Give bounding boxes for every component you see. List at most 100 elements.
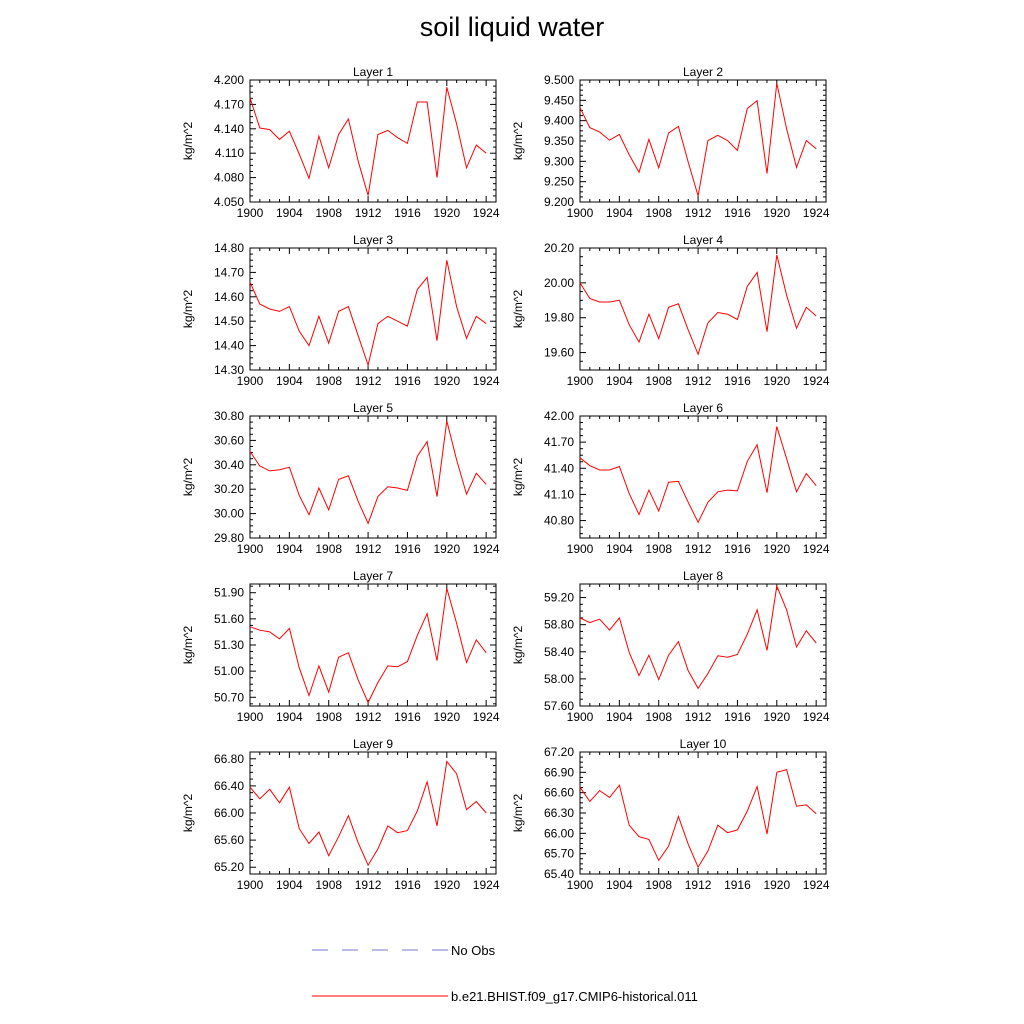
panel-9-plot-frame: [249, 751, 497, 875]
panel-10-ylabel: kg/m^2: [511, 794, 525, 833]
panel-10-ytick-label: 65.70: [544, 847, 574, 861]
panel-10-xtick-label: 1912: [685, 878, 712, 892]
panel-8-ytick-label: 58.00: [544, 672, 574, 686]
panel-3-series-line-1: [249, 260, 487, 367]
panel-10-ytick-label: 66.00: [544, 826, 574, 840]
panel-5-ylabel: kg/m^2: [181, 458, 195, 497]
panel-3-xtick-label: 1900: [237, 374, 264, 388]
panel-6-plot-frame: [579, 415, 827, 539]
panel-7-xtick-label: 1924: [473, 710, 500, 724]
panel-7-plot-frame: [249, 583, 497, 707]
panel-9-xtick-label: 1912: [355, 878, 382, 892]
panel-1-ytick-label: 4.140: [214, 122, 244, 136]
panel-4-xtick-label: 1904: [606, 374, 633, 388]
panel-1-ytick-label: 4.170: [214, 97, 244, 111]
panel-5-xtick-label: 1920: [433, 542, 460, 556]
panel-8-title: Layer 8: [683, 569, 723, 583]
panel-8-xtick-label: 1900: [567, 710, 594, 724]
panel-8-ylabel: kg/m^2: [511, 626, 525, 665]
panel-7-ylabel: kg/m^2: [181, 626, 195, 665]
panel-10-xtick-label: 1916: [724, 878, 751, 892]
panel-3-xtick-label: 1916: [394, 374, 421, 388]
panel-2-ytick-label: 9.400: [544, 114, 574, 128]
panel-8-xtick-label: 1916: [724, 710, 751, 724]
panel-5-xtick-label: 1904: [276, 542, 303, 556]
panel-9-ytick-label: 66.80: [214, 752, 244, 766]
panel-7-ytick-label: 51.00: [214, 664, 244, 678]
panel-4-ytick-label: 20.20: [544, 241, 574, 255]
panel-10-plot-frame: [579, 751, 827, 875]
panel-2-plot-frame: [579, 79, 827, 203]
panel-1-xtick-label: 1916: [394, 206, 421, 220]
panel-10-xtick-label: 1904: [606, 878, 633, 892]
panel-4-xtick-label: 1920: [763, 374, 790, 388]
panel-6-xtick-label: 1908: [645, 542, 672, 556]
panel-4-ylabel: kg/m^2: [511, 290, 525, 329]
panel-10-xtick-label: 1908: [645, 878, 672, 892]
panel-9-xtick-label: 1900: [237, 878, 264, 892]
panel-8-xtick-label: 1908: [645, 710, 672, 724]
panel-5-xtick-label: 1916: [394, 542, 421, 556]
panel-4-series-line-1: [579, 254, 817, 356]
panel-7-series-line-1: [249, 588, 487, 704]
panel-1-ylabel: kg/m^2: [181, 122, 195, 161]
panel-7-ytick-label: 51.30: [214, 638, 244, 652]
panel-3-xtick-label: 1904: [276, 374, 303, 388]
panel-7-xtick-label: 1916: [394, 710, 421, 724]
panel-3-ytick-label: 14.50: [214, 314, 244, 328]
panel-2-ytick-label: 9.450: [544, 93, 574, 107]
panel-4-xtick-label: 1924: [803, 374, 830, 388]
panel-6-ylabel: kg/m^2: [511, 458, 525, 497]
panel-10-xtick-label: 1900: [567, 878, 594, 892]
panel-6-ytick-label: 41.10: [544, 487, 574, 501]
panel-6-ytick-label: 42.00: [544, 409, 574, 423]
panel-2-xtick-label: 1920: [763, 206, 790, 220]
panel-1-plot-frame: [249, 79, 497, 203]
panel-4-ytick-label: 20.00: [544, 276, 574, 290]
panel-2-ytick-label: 9.500: [544, 73, 574, 87]
panel-10-ytick-label: 65.40: [544, 867, 574, 881]
panel-7-xtick-label: 1920: [433, 710, 460, 724]
panel-7-ytick-label: 50.70: [214, 690, 244, 704]
panel-3-ylabel: kg/m^2: [181, 290, 195, 329]
panel-8-series-line-1: [579, 584, 817, 690]
panel-5-ytick-label: 30.00: [214, 507, 244, 521]
panel-6-xtick-label: 1916: [724, 542, 751, 556]
panel-1-ytick-label: 4.050: [214, 195, 244, 209]
panel-3-xtick-label: 1924: [473, 374, 500, 388]
panel-8-ytick-label: 58.40: [544, 645, 574, 659]
panel-2-xtick-label: 1904: [606, 206, 633, 220]
panel-8-plot-frame: [579, 583, 827, 707]
panel-2-ytick-label: 9.350: [544, 134, 574, 148]
panel-4-xtick-label: 1916: [724, 374, 751, 388]
panel-2-series-line-1: [579, 83, 817, 197]
panel-5-xtick-label: 1900: [237, 542, 264, 556]
panel-5-title: Layer 5: [353, 401, 393, 415]
panel-7-xtick-label: 1908: [315, 710, 342, 724]
panel-1-xtick-label: 1912: [355, 206, 382, 220]
panel-8-xtick-label: 1924: [803, 710, 830, 724]
panel-8-ytick-label: 57.60: [544, 699, 574, 713]
panel-6-ytick-label: 41.70: [544, 435, 574, 449]
panel-3-xtick-label: 1912: [355, 374, 382, 388]
panel-1-xtick-label: 1924: [473, 206, 500, 220]
panel-8-xtick-label: 1904: [606, 710, 633, 724]
panel-10-ytick-label: 66.60: [544, 786, 574, 800]
panel-6-ytick-label: 40.80: [544, 514, 574, 528]
panel-6-xtick-label: 1900: [567, 542, 594, 556]
panel-3-title: Layer 3: [353, 233, 393, 247]
panel-4-xtick-label: 1912: [685, 374, 712, 388]
panel-6-ytick-label: 41.40: [544, 461, 574, 475]
panel-2-ytick-label: 9.250: [544, 175, 574, 189]
panel-9-xtick-label: 1908: [315, 878, 342, 892]
panel-2-xtick-label: 1900: [567, 206, 594, 220]
page-title: soil liquid water: [419, 12, 605, 42]
panel-10-title: Layer 10: [680, 737, 727, 751]
panel-4-ytick-label: 19.60: [544, 346, 574, 360]
panel-9-series-line-1: [249, 760, 487, 867]
panel-2-title: Layer 2: [683, 65, 723, 79]
panel-3-xtick-label: 1908: [315, 374, 342, 388]
panel-4-plot-frame: [579, 247, 827, 371]
panel-10-xtick-label: 1920: [763, 878, 790, 892]
